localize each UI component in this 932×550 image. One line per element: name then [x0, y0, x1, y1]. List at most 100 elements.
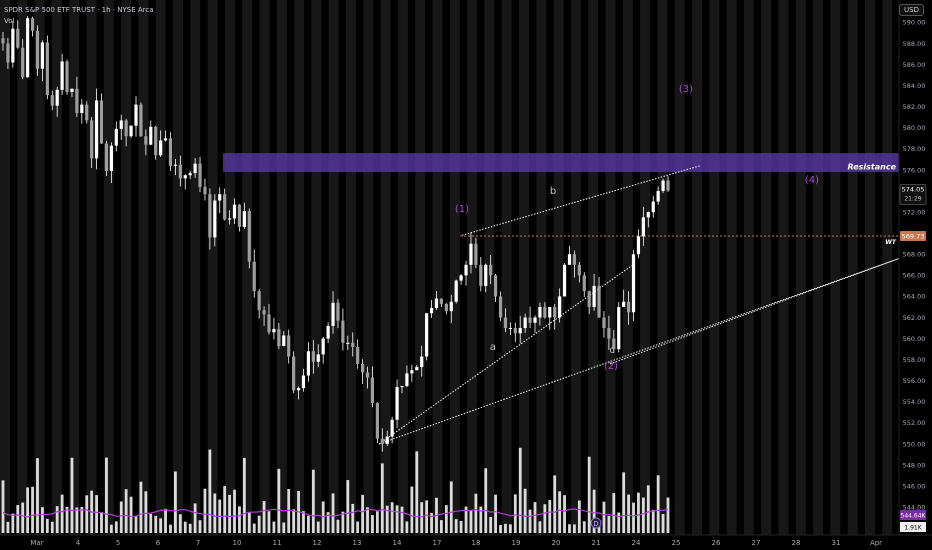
- session-band: [501, 0, 512, 535]
- volume-bar: [45, 518, 49, 533]
- volume-bar: [70, 457, 74, 533]
- volume-bar: [75, 507, 79, 533]
- session-band: [224, 0, 235, 535]
- candle-body: [203, 186, 207, 195]
- session-band: [813, 0, 824, 535]
- volume-bar: [267, 511, 271, 533]
- volume-bar: [233, 489, 236, 533]
- volume-bar: [622, 472, 626, 533]
- volume-bar: [272, 521, 276, 533]
- event-marker[interactable]: D: [590, 517, 602, 529]
- volume-bar: [449, 481, 453, 533]
- wave-2-label: (2): [604, 361, 618, 372]
- volume-bar: [646, 485, 650, 533]
- session-band: [657, 0, 668, 535]
- volume-bar: [637, 492, 640, 533]
- session-band: [761, 0, 772, 535]
- price-axis-panel[interactable]: [899, 0, 932, 535]
- candle-body: [380, 438, 384, 444]
- trendline: [609, 258, 900, 365]
- candle-body: [65, 61, 69, 92]
- time-tick-label: 26: [712, 539, 721, 547]
- candle-body: [489, 264, 493, 276]
- volume-bar: [410, 486, 414, 533]
- time-tick-label: 11: [273, 539, 282, 547]
- candle-body: [360, 363, 365, 373]
- candle-body: [11, 28, 15, 63]
- candle-body: [464, 264, 468, 276]
- candle-body: [213, 200, 217, 238]
- candle-body: [296, 388, 301, 391]
- candle-body: [631, 254, 636, 313]
- candle-body: [336, 302, 340, 321]
- candle-body: [129, 125, 133, 137]
- price-tick-label: 590.00: [903, 19, 926, 27]
- candle-body: [227, 218, 232, 220]
- time-tick-label: 14: [393, 539, 402, 547]
- candle-body: [602, 317, 606, 329]
- volume-bar: [563, 495, 566, 533]
- volume-bar: [351, 503, 355, 533]
- resistance-label: Resistance: [847, 163, 896, 172]
- volume-bar: [287, 488, 291, 533]
- session-band: [640, 0, 651, 535]
- volume-bar: [573, 524, 576, 533]
- candle-body: [35, 30, 40, 69]
- candle-body: [577, 264, 581, 276]
- candle-body: [178, 164, 182, 179]
- candle-body: [562, 264, 567, 297]
- volume-bar: [548, 500, 552, 533]
- candle-body: [636, 236, 641, 255]
- wave-4-label: (4): [805, 175, 819, 186]
- session-band: [155, 0, 166, 535]
- candle-body: [370, 377, 375, 403]
- candle-body: [311, 351, 315, 362]
- candle-body: [272, 329, 276, 333]
- volume-bar: [390, 502, 394, 533]
- volume-bar: [193, 503, 197, 533]
- candle-body: [306, 351, 311, 376]
- volume-bar: [105, 457, 108, 533]
- time-axis-panel[interactable]: [0, 535, 932, 550]
- candle-body: [292, 356, 296, 391]
- level-badge: 569.73: [900, 231, 926, 242]
- volume-bar: [641, 497, 645, 533]
- volume-indicator-label[interactable]: Vol: [4, 17, 15, 25]
- symbol-title[interactable]: SPDR S&P 500 ETF TRUST · 1h · NYSE Arca: [4, 6, 154, 14]
- volume-bar: [484, 468, 488, 533]
- wave-a-label: a: [490, 342, 496, 353]
- candle-body: [218, 194, 222, 201]
- candle-body: [572, 254, 577, 265]
- wt-label: WT: [885, 239, 897, 246]
- volume-bar: [666, 497, 670, 533]
- session-band: [69, 0, 80, 535]
- chart-legend[interactable]: SPDR S&P 500 ETF TRUST · 1h · NYSE Arca …: [4, 5, 154, 27]
- candle-body: [346, 342, 350, 344]
- price-tick-label: 568.00: [903, 251, 926, 259]
- session-band: [605, 0, 616, 535]
- volume-bar: [174, 471, 177, 533]
- candle-body: [331, 302, 335, 326]
- volume-bar: [523, 488, 527, 533]
- currency-button[interactable]: USD: [899, 4, 924, 16]
- price-tick-label: 588.00: [903, 40, 926, 48]
- candle-body: [508, 328, 512, 330]
- candle-body: [469, 243, 473, 265]
- candle-body: [223, 194, 227, 220]
- candle-body: [607, 328, 611, 339]
- candle-body: [267, 314, 271, 333]
- volume-bar: [277, 468, 281, 533]
- session-band: [121, 0, 132, 535]
- time-tick-label: 31: [832, 539, 841, 547]
- volume-bar: [1, 480, 5, 533]
- volume-bar: [494, 494, 497, 533]
- candle-body: [587, 291, 591, 307]
- volume-bar: [607, 515, 611, 533]
- session-band: [207, 0, 218, 535]
- candle-body: [21, 47, 25, 78]
- candle-body: [474, 243, 478, 265]
- price-tick-label: 586.00: [903, 61, 926, 69]
- volume-bar: [499, 524, 502, 533]
- candle-body: [454, 280, 458, 302]
